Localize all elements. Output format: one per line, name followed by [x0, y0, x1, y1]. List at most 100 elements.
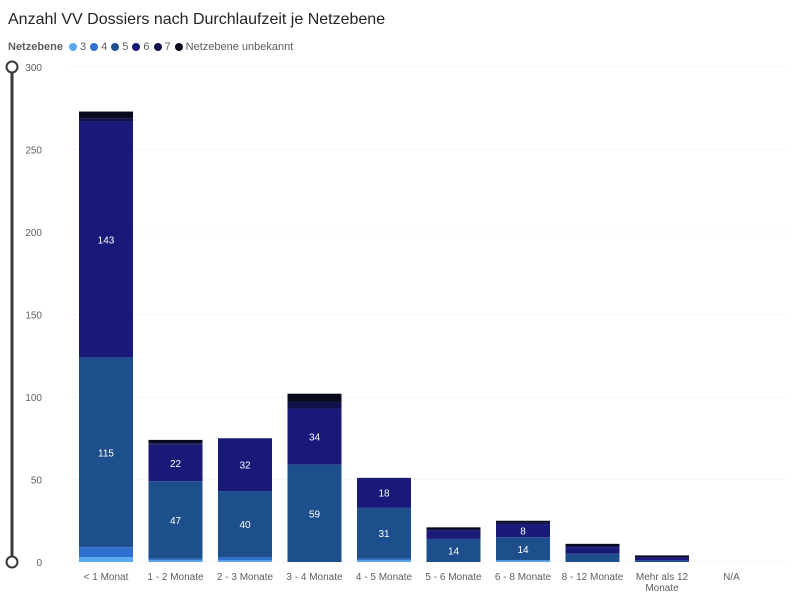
bar-segment: [287, 401, 342, 409]
legend-dot-icon: [111, 43, 120, 51]
x-tick-label-line: 2 - 3 Monate: [217, 572, 274, 583]
bar-segment: [565, 545, 620, 548]
bar-segment: [496, 520, 550, 523]
legend-label: 3: [80, 41, 87, 53]
data-label: 34: [309, 433, 321, 444]
bar-segment: [357, 477, 411, 508]
bar-segment: [79, 357, 133, 548]
legend-item-7[interactable]: 7: [153, 41, 171, 53]
bar-segment: [635, 560, 689, 562]
data-label: 47: [170, 516, 182, 527]
bar-segment: [426, 530, 481, 539]
bar-segment: [148, 560, 203, 562]
legend-label: 4: [101, 41, 108, 53]
x-tick-label: 8 - 12 Monate: [562, 572, 624, 583]
bar-segment: [218, 438, 272, 492]
bar-segment: [79, 111, 133, 119]
bar-segment: [565, 547, 620, 554]
bar-segment: [287, 393, 342, 402]
legend-dot-icon: [174, 43, 183, 51]
x-tick-label-line: 8 - 12 Monate: [562, 572, 624, 583]
bar-segment: [79, 547, 133, 558]
bar-segment: [565, 553, 620, 562]
x-tick-label: < 1 Monat: [84, 572, 129, 583]
legend-dot-icon: [132, 43, 141, 51]
x-tick-label-line: Mehr als 12: [636, 572, 689, 583]
x-tick-label-line: 4 - 5 Monate: [356, 572, 413, 583]
legend-title: Netzebene: [8, 41, 64, 53]
x-tick-label-line: 1 - 2 Monate: [147, 572, 204, 583]
data-label: 143: [98, 235, 115, 246]
y-tick-label: 200: [25, 228, 42, 239]
x-tick-label: N/A: [723, 572, 740, 583]
x-tick-label-line: N/A: [723, 572, 740, 583]
data-label: 14: [517, 545, 529, 556]
y-axis-zoom-slider[interactable]: [0, 0, 24, 600]
x-tick-label: 2 - 3 Monate: [217, 572, 274, 583]
legend-dot-icon: [153, 43, 162, 51]
bar-segment: [148, 481, 203, 559]
bar-segment: [218, 491, 272, 558]
y-tick-label: 100: [25, 393, 42, 404]
y-tick-label: 50: [31, 476, 43, 487]
bar-segment: [148, 443, 203, 445]
bar-segment: [357, 558, 411, 561]
y-tick-label: 300: [25, 63, 42, 74]
legend-dot-icon: [90, 43, 99, 51]
data-label: 14: [448, 546, 460, 557]
data-label: 18: [378, 489, 390, 500]
x-tick-label-line: 3 - 4 Monate: [286, 572, 343, 583]
legend-item-3[interactable]: 3: [69, 41, 86, 53]
bar-segment: [426, 527, 481, 529]
bar-segment: [148, 439, 203, 444]
data-label: 8: [520, 527, 526, 538]
bar-segment: [496, 560, 550, 562]
y-tick-label: 250: [25, 146, 42, 157]
y-tick-label: 150: [25, 311, 42, 322]
y-tick-label: 0: [36, 558, 42, 569]
legend-item-4[interactable]: 4: [90, 41, 107, 53]
x-tick-label-line: < 1 Monat: [84, 572, 129, 583]
bar-segment: [635, 555, 689, 558]
chart-title: Anzahl VV Dossiers nach Durchlaufzeit je…: [8, 11, 386, 28]
x-tick-label: 4 - 5 Monate: [356, 572, 413, 583]
x-tick-label: Mehr als 12 Monate: [636, 572, 689, 594]
bar-segment: [426, 538, 481, 562]
data-label: 32: [239, 461, 251, 472]
bar-segment: [79, 118, 133, 122]
legend-item-5[interactable]: 5: [111, 41, 128, 53]
bar-segment: [565, 543, 620, 546]
x-tick-label: 6 - 8 Monate: [495, 572, 552, 583]
legend-item-6[interactable]: 6: [132, 41, 150, 53]
bar-segment: [148, 444, 203, 482]
bar-segment: [79, 121, 133, 358]
legend-label: Netzebene unbekannt: [185, 41, 294, 53]
bar-segment: [148, 558, 203, 561]
data-label: 40: [239, 520, 251, 531]
slider-top-handle[interactable]: [5, 60, 19, 74]
bar-segment: [357, 507, 411, 559]
bar-segment: [218, 557, 272, 561]
data-label: 31: [378, 529, 390, 540]
data-label: 22: [170, 459, 182, 470]
x-tick-label: 5 - 6 Monate: [425, 572, 482, 583]
bar-segment: [79, 557, 133, 562]
x-tick-label-line: 6 - 8 Monate: [495, 572, 552, 583]
data-label: 115: [98, 448, 114, 459]
legend-item-unbekannt[interactable]: Netzebene unbekannt: [174, 41, 294, 53]
x-tick-label-line: Monate: [645, 583, 679, 594]
bar-segment: [496, 522, 550, 525]
data-label: 59: [309, 509, 321, 520]
legend-dot-icon: [69, 43, 78, 51]
x-tick-label: 3 - 4 Monate: [286, 572, 343, 583]
legend-label: 6: [143, 41, 150, 53]
bar-segment: [218, 560, 272, 562]
legend-label: 7: [164, 41, 171, 53]
bar-segment: [426, 529, 481, 531]
bar-segment: [496, 524, 550, 538]
bar-segment: [496, 537, 550, 561]
slider-bottom-handle[interactable]: [5, 555, 19, 569]
bar-segment: [287, 464, 342, 562]
x-tick-label: 1 - 2 Monate: [147, 572, 204, 583]
